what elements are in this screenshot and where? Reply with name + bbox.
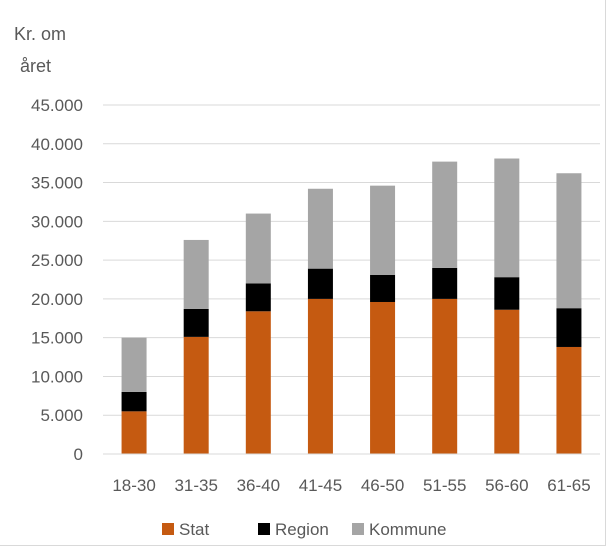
x-tick-label: 46-50	[361, 476, 404, 495]
bar-region-51-55	[432, 267, 458, 299]
bar-stat-56-60	[494, 309, 520, 454]
bar-region-31-35	[183, 308, 209, 337]
bars	[121, 158, 582, 454]
y-tick-label: 10.000	[31, 367, 83, 386]
x-tick-label: 51-55	[423, 476, 466, 495]
bar-stat-31-35	[183, 336, 209, 454]
bar-kommune-46-50	[370, 185, 396, 275]
bar-stat-61-65	[556, 346, 582, 454]
legend-label-kommune: Kommune	[369, 520, 446, 539]
bar-kommune-36-40	[245, 213, 271, 284]
gridlines	[103, 104, 600, 416]
bar-kommune-61-65	[556, 173, 582, 309]
x-tick-label: 61-65	[547, 476, 590, 495]
y-tick-label: 20.000	[31, 290, 83, 309]
bar-region-56-60	[494, 277, 520, 310]
bar-region-18-30	[121, 391, 147, 412]
bar-stat-51-55	[432, 298, 458, 454]
y-axis-label-line-2: året	[20, 56, 51, 76]
bar-kommune-41-45	[307, 188, 333, 269]
y-tick-labels: 0 5.000 10.000 15.000 20.000 25.000 30.000 35.0…	[31, 96, 83, 464]
bar-region-46-50	[370, 274, 396, 302]
legend-label-stat: Stat	[179, 520, 210, 539]
bar-stat-46-50	[370, 301, 396, 454]
y-tick-label: 25.000	[31, 251, 83, 270]
legend-swatch-region	[258, 523, 270, 535]
bar-stat-18-30	[121, 411, 147, 454]
x-tick-label: 18-30	[112, 476, 155, 495]
y-tick-label: 0	[74, 445, 83, 464]
bar-stat-41-45	[307, 298, 333, 454]
legend-swatch-kommune	[352, 523, 364, 535]
bar-region-61-65	[556, 308, 582, 347]
bar-region-41-45	[307, 268, 333, 299]
bar-kommune-18-30	[121, 337, 147, 392]
bar-kommune-56-60	[494, 158, 520, 278]
x-tick-label: 31-35	[174, 476, 217, 495]
bar-kommune-31-35	[183, 239, 209, 309]
legend-label-region: Region	[275, 520, 329, 539]
x-tick-label: 56-60	[485, 476, 528, 495]
y-axis-label-line-1: Kr. om	[14, 24, 66, 44]
x-tick-labels: 18-30 31-35 36-40 41-45 46-50 51-55 56-60 61-65	[112, 476, 590, 495]
x-tick-label: 36-40	[237, 476, 280, 495]
y-tick-label: 45.000	[31, 96, 83, 115]
y-tick-label: 15.000	[31, 329, 83, 348]
legend-swatch-stat	[162, 523, 174, 535]
y-tick-label: 40.000	[31, 135, 83, 154]
y-tick-label: 30.000	[31, 212, 83, 231]
bar-stat-36-40	[245, 311, 271, 454]
bar-kommune-51-55	[432, 161, 458, 268]
x-tick-label: 41-45	[299, 476, 342, 495]
y-tick-label: 5.000	[40, 406, 83, 425]
y-tick-label: 35.000	[31, 174, 83, 193]
legend: Stat Region Kommune	[162, 520, 446, 539]
bar-region-36-40	[245, 283, 271, 312]
